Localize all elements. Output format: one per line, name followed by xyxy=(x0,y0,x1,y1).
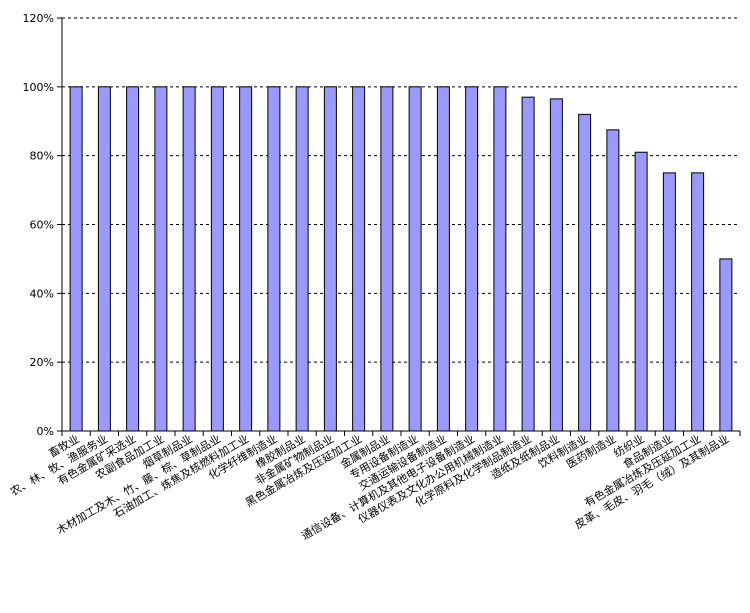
bar xyxy=(182,86,196,432)
bar xyxy=(493,86,507,432)
y-tick-label: 60% xyxy=(30,219,54,232)
bar xyxy=(97,86,111,432)
bar xyxy=(408,86,422,432)
bar xyxy=(691,172,705,432)
bar xyxy=(549,98,563,432)
bar xyxy=(634,151,648,432)
y-tick-label: 20% xyxy=(30,356,54,369)
bar xyxy=(239,86,253,432)
bar xyxy=(267,86,281,432)
bar xyxy=(465,86,479,432)
bar xyxy=(606,129,620,432)
y-tick-label: 120% xyxy=(23,12,54,25)
bar xyxy=(578,113,592,432)
bars xyxy=(69,86,733,432)
bar xyxy=(323,86,337,432)
axes xyxy=(57,17,741,436)
bar xyxy=(662,172,676,432)
y-tick-label: 80% xyxy=(30,150,54,163)
bar xyxy=(210,86,224,432)
bar xyxy=(154,86,168,432)
bar xyxy=(126,86,140,432)
gridlines xyxy=(62,17,740,363)
y-tick-label: 40% xyxy=(30,287,54,300)
category-labels: 畜牧业农、林、牧、渔服务业有色金属矿采选业农副食品加工业烟草制品业木材加工及木、… xyxy=(8,431,732,542)
bar xyxy=(69,86,83,432)
bar xyxy=(521,96,535,432)
bar xyxy=(380,86,394,432)
y-tick-label: 0% xyxy=(37,425,54,438)
bar xyxy=(352,86,366,432)
bar xyxy=(295,86,309,432)
y-tick-label: 100% xyxy=(23,81,54,94)
y-tick-labels: 0% 20% 40% 60% 80% 100% 120% xyxy=(23,12,54,438)
bar xyxy=(436,86,450,432)
bar xyxy=(719,258,733,432)
